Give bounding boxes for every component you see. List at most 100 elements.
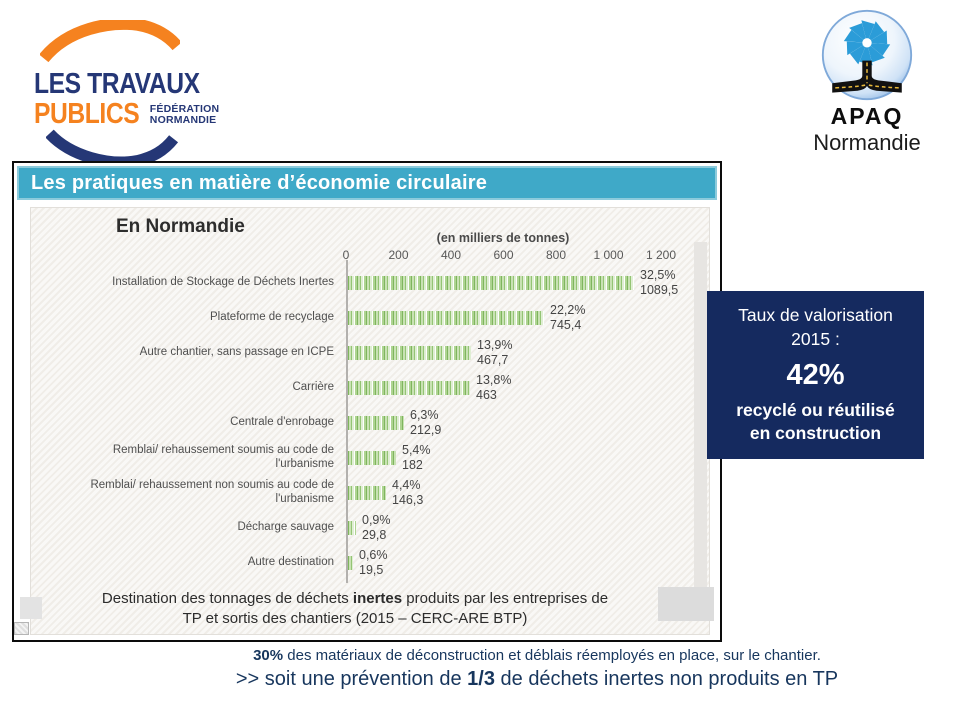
tp-logo-text-travaux: LES TRAVAUX (34, 68, 200, 100)
chart-caption-line2: TP et sortis des chantiers (2015 – CERC-… (182, 609, 528, 627)
x-axis-ticks: 0 200 400 600 800 1 000 1 200 (31, 248, 709, 262)
category-label: Plateforme de recyclage (209, 310, 334, 323)
bar (348, 555, 353, 570)
tonnage-label: 19,5 (359, 562, 384, 577)
tonnage-label: 463 (476, 387, 497, 402)
bar (348, 415, 404, 430)
percent-label: 5,4% (402, 443, 431, 458)
tp-logo-normandie-label: NORMANDIE (149, 114, 217, 127)
percent-label: 13,8% (476, 373, 512, 388)
road-icon (832, 60, 902, 93)
category-label: Autre destination (247, 555, 334, 568)
chart-row: Remblai/ rehaussement non soumis au code… (31, 475, 709, 510)
callout-line2: 2015 : (791, 328, 840, 349)
apaq-region: Normandie (813, 130, 921, 155)
tonnage-label: 467,7 (477, 352, 509, 367)
chart-row: Remblai/ rehaussement soumis au code de … (31, 440, 709, 475)
chart-row: Installation de Stockage de Déchets Iner… (31, 265, 709, 300)
percent-label: 6,3% (410, 408, 439, 423)
tp-logo-federation-label: FÉDÉRATION (149, 103, 220, 115)
bar (348, 520, 356, 535)
category-label: Centrale d'enrobage (230, 415, 334, 428)
bar-value-labels: 0,6% 19,5 (359, 548, 388, 577)
x-axis-tick: 0 (342, 248, 350, 262)
chart-row: Autre destination 0,6% 19,5 (31, 545, 709, 580)
tp-logo-text-publics: PUBLICS (34, 98, 140, 130)
panel-title: Les pratiques en matière d’économie circ… (31, 171, 488, 194)
panel-header: Les pratiques en matière d’économie circ… (17, 166, 717, 200)
bar-value-labels: 4,4% 146,3 (392, 478, 423, 507)
callout-line3: recyclé ou réutilisé (736, 399, 895, 420)
percent-label: 13,9% (477, 338, 513, 353)
chart-row: Plateforme de recyclage 22,2% 745,4 (31, 300, 709, 335)
bar (348, 485, 386, 500)
chart-caption: Destination des tonnages de déchets iner… (31, 589, 679, 628)
chart-row: Carrière 13,8% 463 (31, 370, 709, 405)
tonnage-label: 1089,5 (640, 282, 679, 297)
category-label: Installation de Stockage de Déchets Iner… (112, 275, 334, 288)
chart-shadow-block (658, 587, 714, 621)
bar-value-labels: 0,9% 29,8 (362, 513, 391, 542)
category-label: Remblai/ rehaussement soumis au code de … (112, 444, 334, 470)
x-axis-tick: 1 200 (645, 248, 677, 262)
x-axis-tick: 200 (388, 248, 409, 262)
callout-line1: Taux de valorisation (738, 305, 893, 326)
note-line2: >> soit une prévention de 1/3 de déchets… (235, 668, 839, 690)
bar (348, 345, 471, 360)
chart-row: Décharge sauvage 0,9% 29,8 (31, 510, 709, 545)
bar-value-labels: 13,8% 463 (476, 373, 511, 402)
tp-logo-navy-arc-icon (46, 129, 178, 168)
x-axis-tick: 400 (440, 248, 462, 262)
bar-value-labels: 6,3% 212,9 (410, 408, 441, 437)
chart-caption-line1: Destination des tonnages de déchets iner… (101, 590, 609, 607)
category-label: Remblai/ rehaussement non soumis au code… (90, 479, 334, 505)
chart-row: Centrale d'enrobage 6,3% 212,9 (31, 405, 709, 440)
bar-value-labels: 32,5% 1089,5 (640, 268, 678, 297)
category-label: Carrière (292, 380, 334, 393)
bar (348, 450, 396, 465)
note-line1: 30% des matériaux de déconstruction et d… (253, 647, 821, 664)
x-axis-tick: 1 000 (593, 248, 624, 262)
chart-row: Autre chantier, sans passage en ICPE 13,9… (31, 335, 709, 370)
bar-value-labels: 5,4% 182 (402, 443, 431, 472)
bar-value-labels: 22,2% 745,4 (550, 303, 585, 332)
bar-value-labels: 13,9% 467,7 (477, 338, 512, 367)
valorisation-callout: Taux de valorisation 2015 : 42% recyclé … (707, 291, 924, 459)
tp-logo-orange-arc-icon (40, 20, 180, 63)
callout-line4: en construction (749, 423, 882, 444)
percent-label: 4,4% (392, 478, 421, 493)
category-label: Décharge sauvage (237, 520, 334, 533)
x-axis-tick: 800 (545, 248, 567, 262)
category-label: Autre chantier, sans passage en ICPE (139, 345, 334, 358)
placeholder-artifact (20, 597, 42, 619)
percent-label: 32,5% (640, 268, 676, 283)
bar (348, 380, 470, 395)
tp-logo: LES TRAVAUX PUBLICS FÉDÉRATION NORMANDIE (16, 8, 266, 168)
x-axis-tick: 600 (493, 248, 514, 262)
apaq-name: APAQ (830, 103, 904, 129)
percent-label: 22,2% (550, 303, 586, 318)
tonnage-label: 745,4 (550, 317, 582, 332)
apaq-logo: APAQ Normandie (792, 8, 942, 156)
content-panel: Les pratiques en matière d’économie circ… (12, 161, 722, 642)
bar-chart: En Normandie (en milliers de tonnes) 0 20… (30, 207, 714, 635)
callout-rate: 42% (786, 359, 845, 392)
pinwheel-icon (843, 20, 891, 66)
tonnage-label: 146,3 (392, 492, 424, 507)
picture-placeholder-icon (14, 622, 29, 635)
tp-logo-text-row: PUBLICS FÉDÉRATION NORMANDIE (34, 98, 219, 131)
tonnage-label: 29,8 (362, 527, 387, 542)
axis-title: (en milliers de tonnes) (436, 231, 570, 245)
percent-label: 0,9% (362, 513, 391, 528)
tonnage-label: 182 (402, 457, 423, 472)
bottom-notes: 30% des matériaux de déconstruction et d… (112, 647, 960, 691)
tonnage-label: 212,9 (410, 422, 442, 437)
bar (348, 275, 634, 290)
percent-label: 0,6% (359, 548, 388, 563)
chart-shadow-strip (694, 242, 707, 589)
bar (348, 310, 544, 325)
chart-title: En Normandie (116, 216, 245, 237)
apaq-globe-icon (821, 9, 913, 101)
chart-rows: Installation de Stockage de Déchets Iner… (31, 260, 709, 583)
